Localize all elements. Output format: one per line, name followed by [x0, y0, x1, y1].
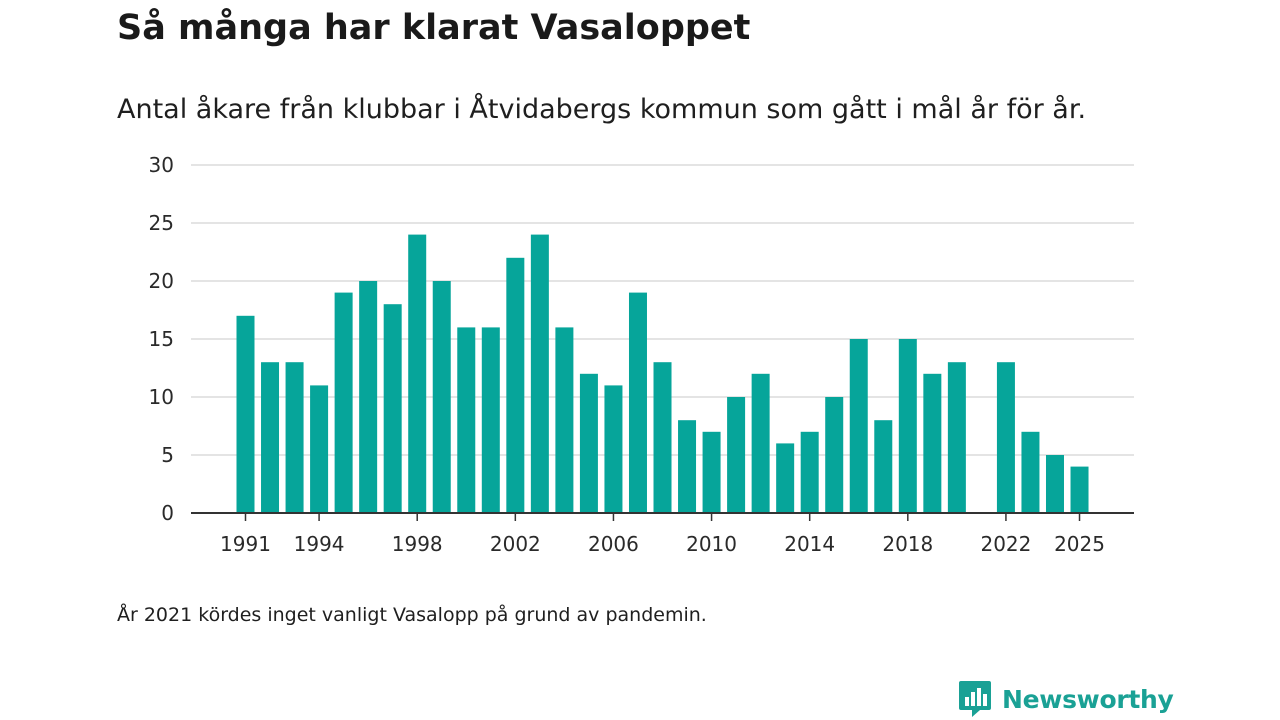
bar-2000	[457, 327, 476, 513]
bar-2016	[849, 339, 868, 513]
bar-2001	[481, 327, 500, 513]
y-tick-label-5: 5	[161, 443, 174, 467]
bar-2002	[506, 257, 525, 513]
bar-2019	[923, 373, 942, 513]
x-tick-label-1994: 1994	[294, 532, 345, 556]
bar-2006	[604, 385, 623, 513]
chart-title: Så många har klarat Vasaloppet	[117, 8, 751, 48]
bar-2011	[727, 397, 746, 513]
bar-2005	[579, 373, 598, 513]
bar-2015	[825, 397, 844, 513]
bar-2017	[874, 420, 893, 513]
x-tick-label-1998: 1998	[392, 532, 443, 556]
bar-2004	[555, 327, 574, 513]
y-tick-label-20: 20	[149, 269, 174, 293]
bar-2022	[996, 362, 1015, 513]
x-tick-label-2018: 2018	[882, 532, 933, 556]
x-axis: 1991 1994 1998 2002 2006 2010 2014 2018 2022 2025	[191, 512, 1134, 556]
bar-2013	[776, 443, 795, 513]
x-tick-label-2025: 2025	[1054, 532, 1105, 556]
bar-2003	[530, 234, 549, 513]
y-tick-label-0: 0	[161, 501, 174, 525]
bar-1999	[432, 281, 451, 513]
bar-1997	[383, 304, 402, 513]
bar-2009	[678, 420, 697, 513]
y-tick-label-30: 30	[149, 153, 174, 177]
bar-2007	[628, 292, 647, 513]
x-tick-label-2022: 2022	[980, 532, 1031, 556]
bars	[236, 234, 1089, 513]
bar-2014	[800, 431, 819, 513]
bar-1996	[359, 281, 378, 513]
newsworthy-logo: Newsworthy	[958, 680, 1174, 718]
bar-1994	[310, 385, 329, 513]
x-tick-label-1991: 1991	[220, 532, 271, 556]
bar-1995	[334, 292, 353, 513]
bar-chart-speech-icon	[959, 681, 991, 717]
x-tick-label-2002: 2002	[490, 532, 541, 556]
bar-2018	[898, 339, 917, 513]
bar-2020	[947, 362, 966, 513]
bar-1993	[285, 362, 304, 513]
bar-1998	[408, 234, 427, 513]
x-tick-label-2010: 2010	[686, 532, 737, 556]
chart-subtitle: Antal åkare från klubbar i Åtvidabergs k…	[117, 94, 1087, 125]
y-axis: 0 5 10 15 20 25 30	[149, 153, 174, 525]
bar-2023	[1021, 431, 1040, 513]
y-tick-label-15: 15	[149, 327, 174, 351]
bar-1992	[261, 362, 280, 513]
brand-name: Newsworthy	[1002, 684, 1174, 714]
y-tick-label-25: 25	[149, 211, 174, 235]
bar-2012	[751, 373, 770, 513]
bar-2025	[1070, 466, 1089, 513]
x-tick-label-2006: 2006	[588, 532, 639, 556]
x-tick-label-2014: 2014	[784, 532, 835, 556]
bar-2024	[1045, 455, 1064, 513]
y-tick-label-10: 10	[149, 385, 174, 409]
bar-2008	[653, 362, 672, 513]
bar-2010	[702, 431, 721, 513]
bar-1991	[236, 315, 255, 513]
footnote: År 2021 kördes inget vanligt Vasalopp på…	[117, 604, 707, 626]
